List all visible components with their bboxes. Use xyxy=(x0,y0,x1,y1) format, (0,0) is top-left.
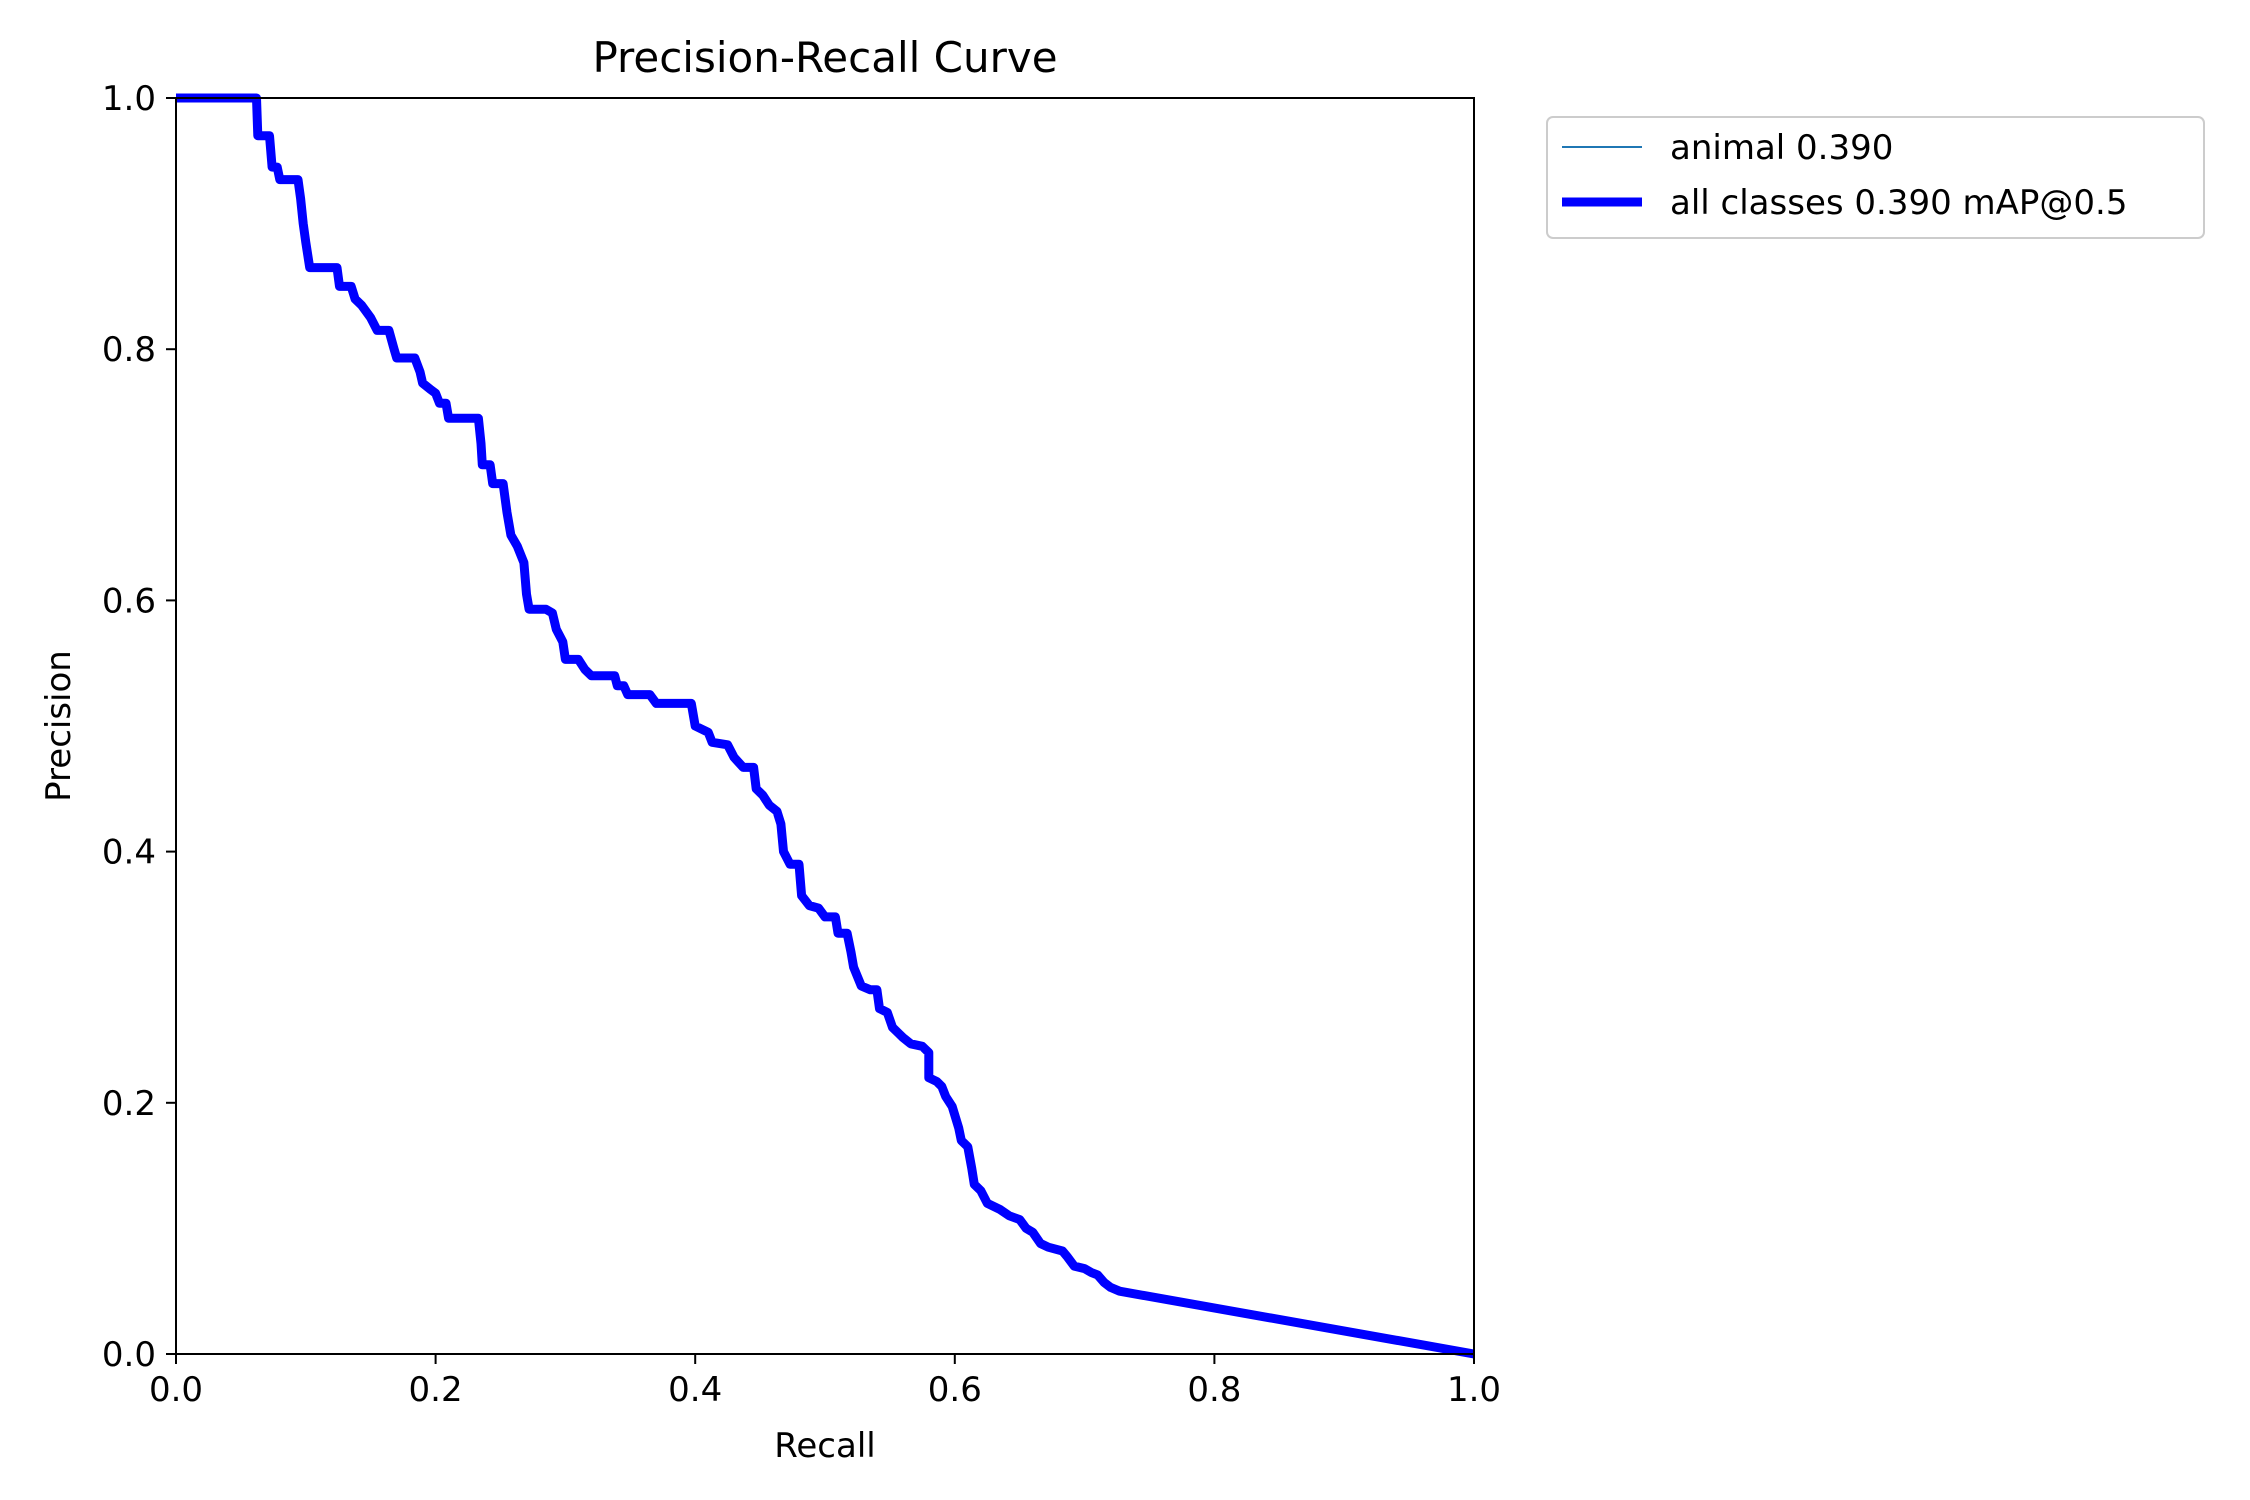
chart-title: Precision-Recall Curve xyxy=(592,33,1057,82)
legend-box xyxy=(1546,116,2205,239)
y-axis-label: Precision xyxy=(39,650,79,802)
plot-background xyxy=(176,98,1474,1354)
x-tick-label: 0.2 xyxy=(409,1370,463,1410)
y-tick-label: 0.2 xyxy=(102,1084,156,1124)
x-tick-label: 0.6 xyxy=(928,1370,982,1410)
x-tick-label: 0.8 xyxy=(1187,1370,1241,1410)
axes-frame xyxy=(175,97,1475,1355)
legend: animal 0.390 all classes 0.390 mAP@0.5 xyxy=(1546,116,2205,239)
y-tick-label: 1.0 xyxy=(102,79,156,119)
series-layer xyxy=(176,93,1475,1359)
x-tick-label: 0.4 xyxy=(668,1370,722,1410)
y-tick-label: 0.6 xyxy=(102,581,156,621)
legend-label-all-classes: all classes 0.390 mAP@0.5 xyxy=(1670,183,2127,223)
y-tick-label: 0.4 xyxy=(102,833,156,873)
y-axis: 0.0 0.2 0.4 0.6 0.8 1.0 xyxy=(102,79,176,1375)
plot-area xyxy=(175,93,1475,1359)
series-line-all-classes xyxy=(176,93,1475,1359)
legend-label-animal: animal 0.390 xyxy=(1670,128,1893,168)
x-tick-label: 1.0 xyxy=(1447,1370,1501,1410)
x-tick-label: 0.0 xyxy=(149,1370,203,1410)
x-axis: 0.0 0.2 0.4 0.6 0.8 1.0 xyxy=(149,1354,1501,1410)
y-tick-label: 0.8 xyxy=(102,330,156,370)
y-tick-label: 0.0 xyxy=(102,1335,156,1375)
x-axis-label: Recall xyxy=(774,1426,875,1466)
